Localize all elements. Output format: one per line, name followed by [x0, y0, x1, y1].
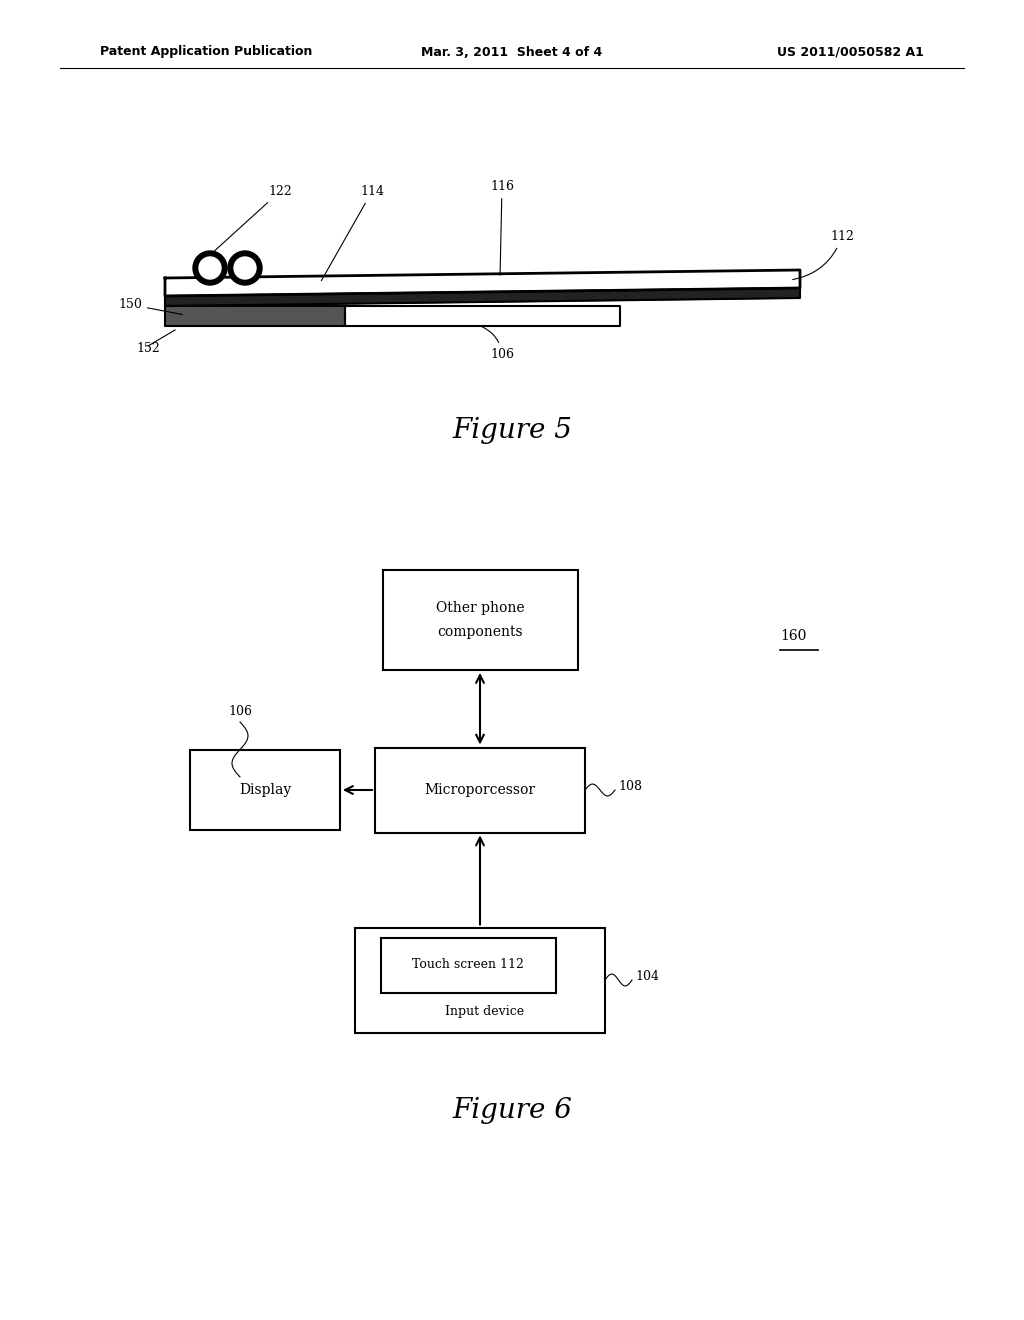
Polygon shape [165, 271, 800, 296]
Text: 122: 122 [212, 185, 292, 253]
Text: 104: 104 [635, 970, 659, 983]
Polygon shape [345, 306, 620, 326]
Text: 114: 114 [322, 185, 384, 281]
Text: 150: 150 [118, 298, 182, 314]
Text: 112: 112 [793, 230, 854, 280]
Text: components: components [437, 624, 523, 639]
Circle shape [193, 251, 227, 285]
Text: Display: Display [239, 783, 291, 797]
Text: Patent Application Publication: Patent Application Publication [100, 45, 312, 58]
Text: 160: 160 [780, 630, 806, 643]
Text: Input device: Input device [445, 1006, 524, 1019]
Polygon shape [165, 288, 800, 306]
Text: 106: 106 [228, 705, 252, 718]
Text: Other phone: Other phone [435, 601, 524, 615]
Text: Figure 6: Figure 6 [452, 1097, 572, 1123]
Bar [375, 747, 585, 833]
Polygon shape [165, 314, 345, 317]
Polygon shape [165, 310, 345, 313]
Bar [190, 750, 340, 830]
Text: US 2011/0050582 A1: US 2011/0050582 A1 [777, 45, 924, 58]
Text: Microporcessor: Microporcessor [424, 783, 536, 797]
Text: 106: 106 [482, 327, 514, 360]
Text: 108: 108 [618, 780, 642, 793]
Text: Figure 5: Figure 5 [452, 417, 572, 444]
Circle shape [228, 251, 262, 285]
Text: Touch screen 112: Touch screen 112 [412, 958, 524, 972]
Circle shape [234, 257, 256, 279]
Bar [355, 928, 605, 1032]
Circle shape [199, 257, 221, 279]
Polygon shape [165, 306, 345, 309]
Bar [381, 937, 555, 993]
Text: Mar. 3, 2011  Sheet 4 of 4: Mar. 3, 2011 Sheet 4 of 4 [421, 45, 603, 58]
Polygon shape [165, 322, 345, 325]
Text: 116: 116 [490, 180, 514, 276]
Polygon shape [165, 318, 345, 321]
Text: 152: 152 [136, 342, 160, 355]
Bar [383, 570, 578, 671]
